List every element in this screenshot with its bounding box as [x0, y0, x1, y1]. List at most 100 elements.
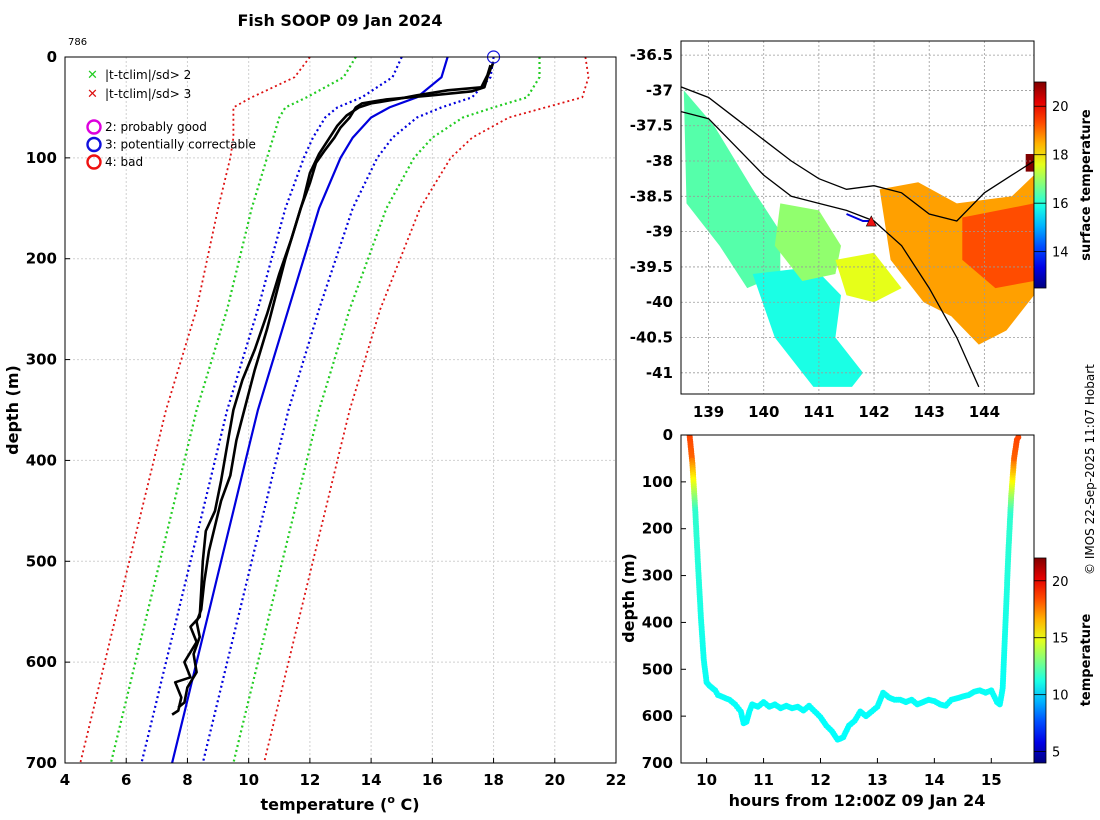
map-ticks: 139 140 141 142 143 144 -36.5 -37 -37.5 -38 -38.5 -…: [630, 46, 1000, 421]
map-lat-label: -37.5: [630, 117, 673, 135]
section-xlabel: hours from 12:00Z 09 Jan 24: [729, 791, 986, 810]
section-colorbar-tick-label: 10: [1052, 689, 1069, 704]
profile-ytick-label: 300: [26, 351, 57, 369]
section-xtick-label: 11: [753, 771, 774, 789]
sst-region: [774, 203, 841, 281]
section-xtick-label: 14: [924, 771, 945, 789]
profile-ytick-label: 100: [26, 149, 57, 167]
map-lat-label: -40: [646, 293, 673, 311]
sst-region: [752, 266, 863, 387]
map-lon-label: 144: [969, 403, 1000, 421]
map-lon-label: 140: [748, 403, 779, 421]
station-id: 786: [68, 37, 87, 48]
section-scatter: [686, 435, 1022, 743]
coastline: [681, 86, 1034, 222]
legend-flag-marker: ✕: [87, 87, 98, 102]
map-colorbar-label: surface temperature: [1079, 109, 1094, 261]
section-xtick-label: 12: [810, 771, 831, 789]
map-colorbar-tick-label: 18: [1052, 149, 1069, 164]
copyright-label: © IMOS 22-Sep-2025 11:07 Hobart: [1083, 364, 1097, 575]
climatology-mean-line: [171, 57, 449, 763]
section-ytick-label: 200: [642, 520, 673, 538]
profile-ytick-label: 400: [26, 451, 57, 469]
legend-flag-label: |t-tclim|/sd> 2: [105, 68, 191, 82]
map-colorbar: [1033, 81, 1047, 289]
map-lat-label: -41: [646, 364, 673, 382]
section-ytick-label: 100: [642, 473, 673, 491]
map-lon-label: 141: [803, 403, 834, 421]
section-ytick-label: 400: [642, 613, 673, 631]
section-ytick-label: 700: [642, 754, 673, 772]
legend-quality-label: 3: potentially correctable: [105, 138, 256, 152]
map-lat-label: -38.5: [630, 187, 673, 205]
section-xtick-label: 15: [981, 771, 1002, 789]
section-point: [1015, 435, 1022, 441]
section-ytick-label: 0: [663, 426, 673, 444]
profile-xtick-label: 8: [182, 771, 192, 789]
profile-legend: ✕ |t-tclim|/sd> 2 ✕ |t-tclim|/sd> 3 2: proba…: [86, 68, 256, 170]
profile-xtick-label: 18: [483, 771, 504, 789]
legend-quality-marker: [86, 154, 102, 170]
profile-observed-lines: [171, 61, 495, 716]
section-ytick-label: 600: [642, 707, 673, 725]
profile-climatology-lines: [79, 57, 590, 763]
ship-position-marker: [865, 215, 877, 227]
map-grid: [681, 41, 1034, 394]
map-lat-label: -38: [646, 152, 673, 170]
map-lon-label: 143: [914, 403, 945, 421]
observed-profile-2: [177, 64, 492, 709]
figure-title: Fish SOOP 09 Jan 2024: [238, 11, 443, 30]
section-xtick-label: 10: [696, 771, 717, 789]
profile-ylabel: depth (m): [3, 365, 22, 455]
profile-axes-frame: [64, 56, 617, 764]
section-ytick-label: 300: [642, 567, 673, 585]
profile-xtick-label: 20: [544, 771, 565, 789]
legend-flag-label: |t-tclim|/sd> 3: [105, 87, 191, 101]
map-lat-label: -39.5: [630, 258, 673, 276]
map-colorbar-ticks: 14 16 18 20: [1034, 100, 1069, 261]
sst-region: [835, 252, 902, 303]
legend-flag-marker: ✕: [87, 68, 98, 83]
map-lon-label: 139: [693, 403, 724, 421]
profile-xtick-label: 12: [299, 771, 320, 789]
section-colorbar-ticks: 5 10 15 20: [1034, 575, 1069, 761]
section-ytick-label: 500: [642, 660, 673, 678]
section-ylabel: depth (m): [619, 553, 638, 643]
profile-xtick-label: 22: [606, 771, 627, 789]
climatology-sd3-upper: [263, 57, 590, 763]
profile-ytick-label: 600: [26, 653, 57, 671]
map-coastlines: [681, 86, 1034, 388]
profile-xtick-label: 10: [238, 771, 259, 789]
sst-region: [1025, 154, 1034, 172]
section-colorbar-label: temperature: [1079, 614, 1094, 707]
sst-region: [683, 90, 781, 289]
section-ticks: 10 11 12 13 14 15 0 100 200 300 400 500 600 700: [642, 426, 1002, 789]
profile-ytick-label: 700: [26, 754, 57, 772]
shelf-edge-line: [681, 110, 980, 388]
profile-ticks: 4 6 8 10 12 14 16 18 20 22 0 100 200 300 400 500 600 700: [26, 48, 627, 789]
legend-quality-label: 2: probably good: [105, 120, 207, 134]
map-colorbar-tick-label: 16: [1052, 197, 1069, 212]
map-lat-label: -37: [646, 81, 673, 99]
map-sst-field: [683, 90, 1034, 387]
map-lon-label: 142: [858, 403, 889, 421]
profile-ytick-label: 0: [47, 48, 57, 66]
map-lat-label: -36.5: [630, 46, 673, 64]
section-colorbar-tick-label: 15: [1052, 632, 1069, 647]
legend-quality-marker: [86, 119, 102, 135]
legend-quality-label: 4: bad: [105, 155, 143, 169]
section-colorbar-tick-label: 20: [1052, 575, 1069, 590]
map-ship-track: [846, 213, 877, 227]
profile-grid: [64, 56, 617, 764]
profile-ytick-label: 200: [26, 250, 57, 268]
observed-profile-1: [171, 61, 495, 716]
climatology-sd1-upper: [201, 57, 495, 763]
profile-ytick-label: 500: [26, 552, 57, 570]
profile-xtick-label: 14: [361, 771, 382, 789]
map-lat-label: -40.5: [630, 329, 673, 347]
section-colorbar: [1033, 557, 1047, 764]
legend-quality-marker: [86, 136, 102, 153]
section-colorbar-tick-label: 5: [1052, 746, 1060, 761]
profile-xtick-label: 6: [121, 771, 131, 789]
